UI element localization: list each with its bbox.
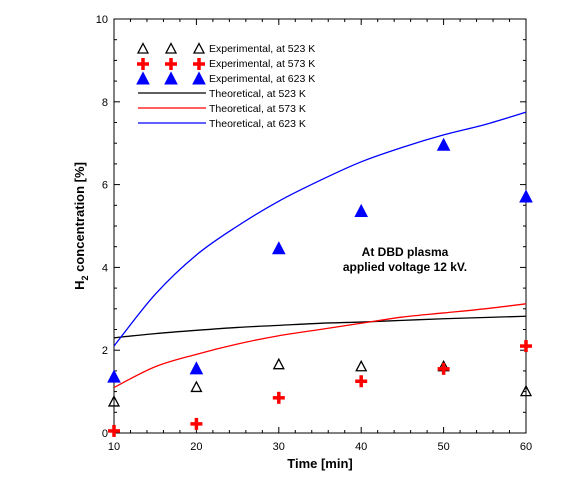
annotation-line-2: applied voltage 12 kV. xyxy=(343,260,467,274)
legend-label: Theoretical, at 623 K xyxy=(209,118,306,130)
x-tick-label: 20 xyxy=(190,441,202,453)
data-point xyxy=(355,359,368,372)
legend-marker xyxy=(137,58,149,70)
y-axis-title-rest: concentration [%] xyxy=(72,162,87,275)
data-point xyxy=(108,424,120,437)
data-point xyxy=(271,241,286,255)
y-axis-title-main: H xyxy=(72,281,87,290)
x-tick-label: 10 xyxy=(108,441,120,453)
theoretical-line-4 xyxy=(113,303,527,389)
theoretical-line-3 xyxy=(113,315,527,339)
x-tick-label: 60 xyxy=(520,441,532,453)
y-tick-labels: 0 2 4 6 8 10 xyxy=(96,14,108,440)
x-tick-labels: 10 20 30 40 50 60 xyxy=(108,441,532,453)
data-point xyxy=(355,375,368,388)
legend-marker xyxy=(193,58,205,70)
plot-area xyxy=(113,18,527,434)
data-point xyxy=(436,137,451,151)
theoretical-lines xyxy=(113,111,527,389)
legend-marker xyxy=(136,71,150,85)
x-tick-label: 30 xyxy=(273,441,285,453)
legend-label: Experimental, at 573 K xyxy=(209,58,315,70)
y-tick-label: 10 xyxy=(96,14,108,26)
y-axis-title-subscript: 2 xyxy=(80,276,90,281)
y-tick-label: 0 xyxy=(102,428,108,440)
x-tick-label: 50 xyxy=(437,441,449,453)
y-tick-label: 4 xyxy=(102,262,108,274)
x-axis-title: Time [min] xyxy=(287,456,353,471)
legend-marker xyxy=(192,71,206,85)
legend: Experimental, at 523 K Experimental, at 5… xyxy=(136,42,315,130)
annotation-line-1: At DBD plasma xyxy=(362,245,449,259)
y-axis-title: H2 concentration [%] xyxy=(72,162,90,290)
data-point xyxy=(190,417,203,430)
data-point xyxy=(519,189,533,203)
legend-marker xyxy=(164,42,178,54)
legend-label: Experimental, at 523 K xyxy=(209,43,315,55)
y-tick-label: 8 xyxy=(102,97,108,109)
data-point xyxy=(520,340,532,353)
legend-marker xyxy=(136,42,150,54)
legend-marker xyxy=(164,71,178,85)
data-point xyxy=(354,203,369,218)
y-tick-label: 2 xyxy=(102,345,108,357)
theoretical-line-5 xyxy=(113,111,527,347)
data-point xyxy=(519,384,533,397)
y-tick-label: 6 xyxy=(102,180,108,192)
legend-label: Theoretical, at 523 K xyxy=(209,88,306,100)
x-tick-label: 40 xyxy=(355,441,367,453)
data-point xyxy=(272,357,285,370)
experimental-points xyxy=(107,137,533,437)
legend-marker xyxy=(192,42,206,54)
data-point xyxy=(189,361,204,375)
legend-label: Experimental, at 623 K xyxy=(209,73,315,85)
data-point xyxy=(107,369,121,383)
data-point xyxy=(190,380,203,393)
legend-marker xyxy=(165,58,177,70)
data-point xyxy=(437,362,450,375)
legend-label: Theoretical, at 573 K xyxy=(209,103,306,115)
data-point xyxy=(107,395,121,407)
data-point xyxy=(272,391,285,404)
